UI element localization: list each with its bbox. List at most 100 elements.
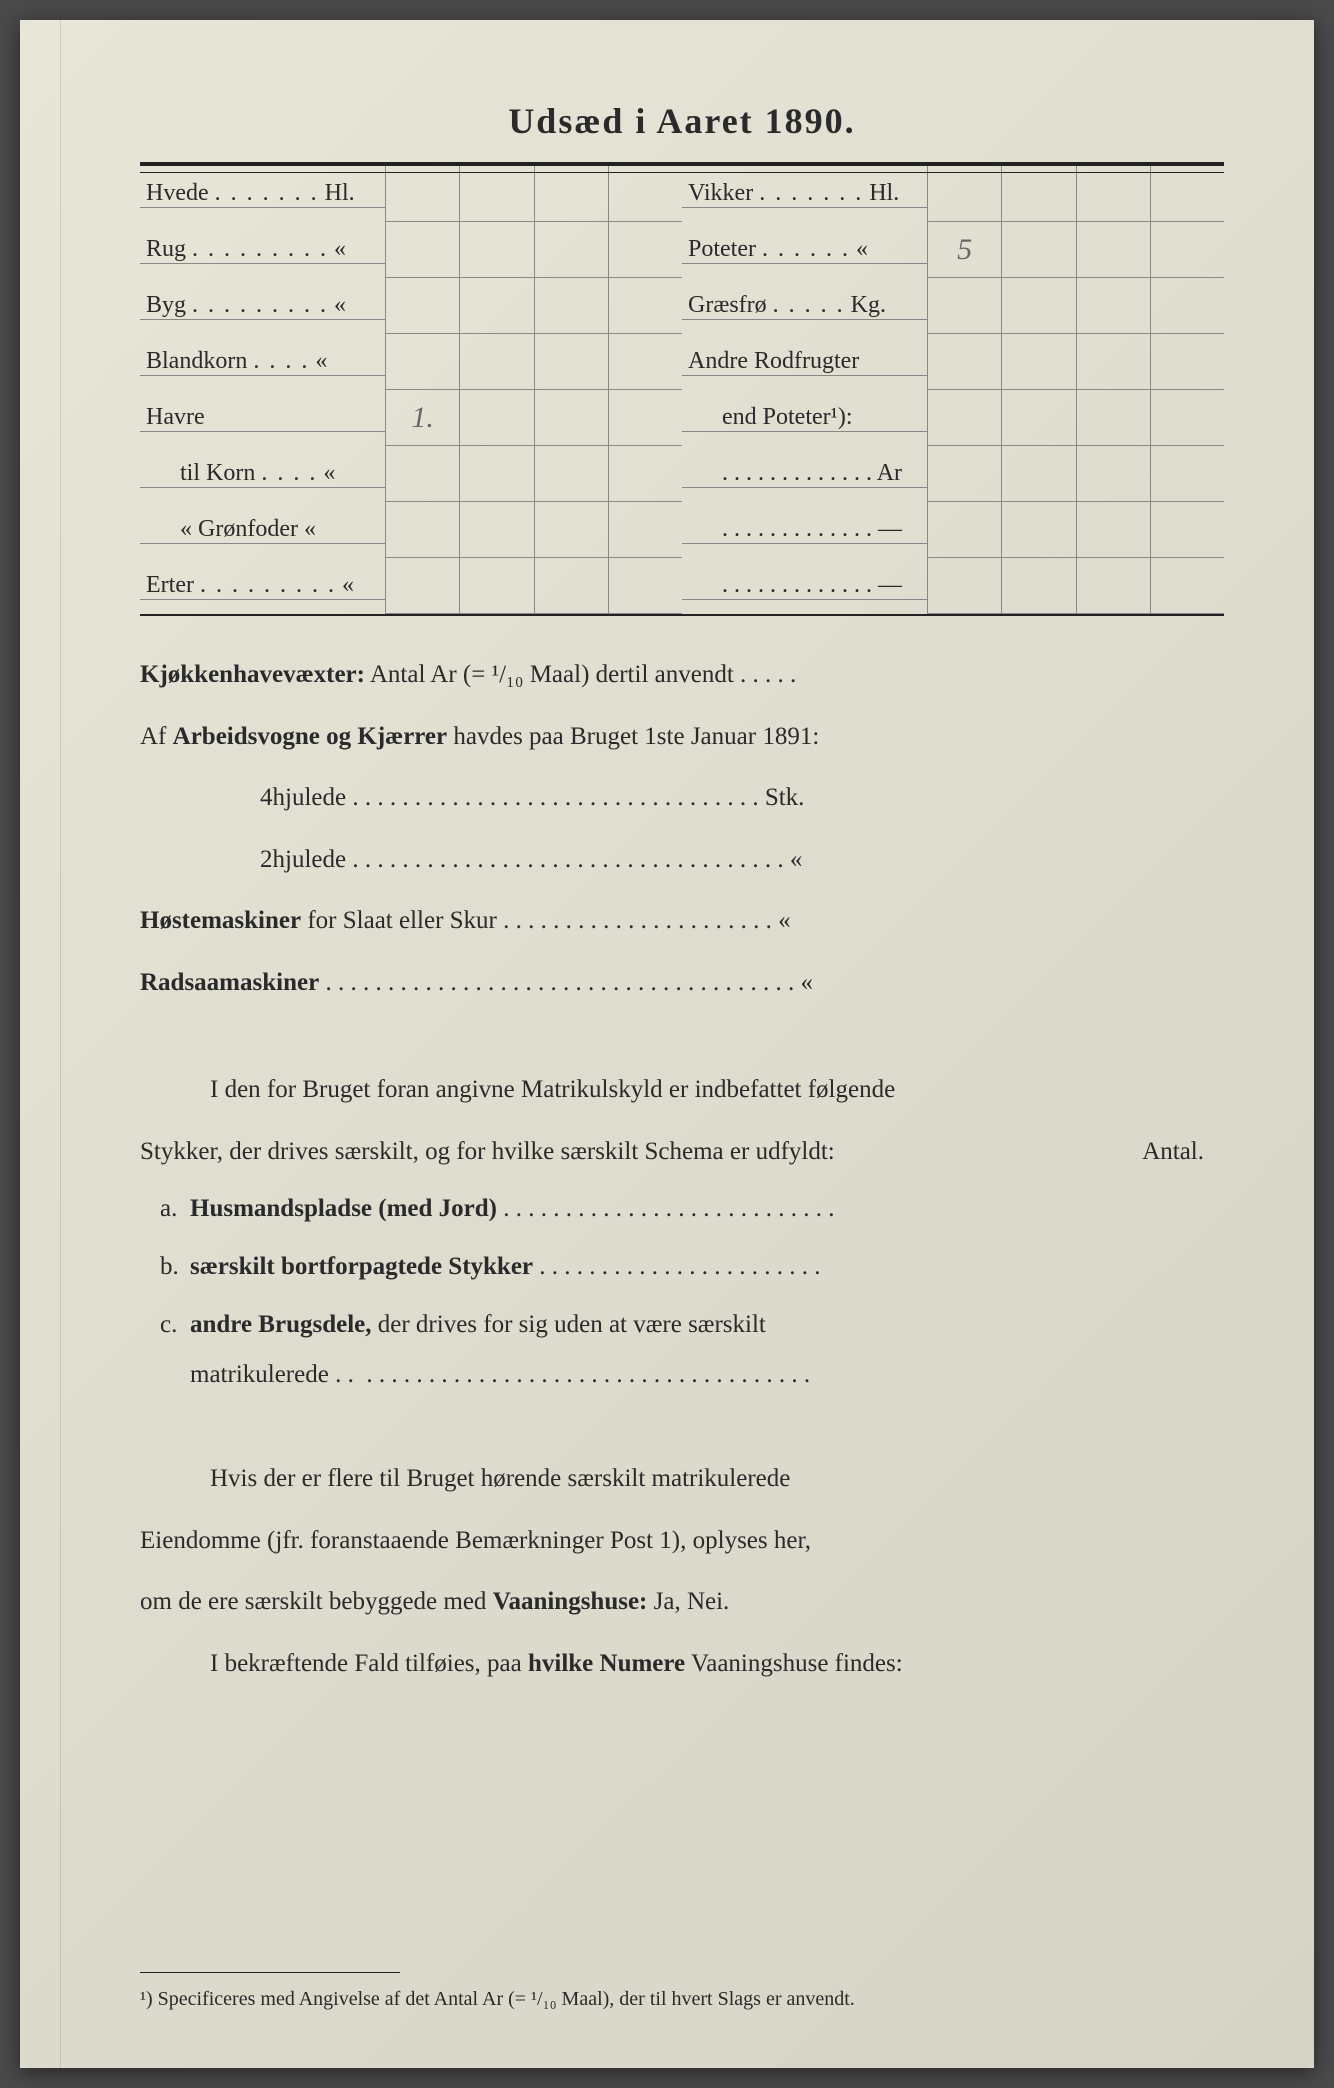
crop-cells: [927, 502, 1224, 558]
table-cell: [534, 558, 608, 614]
crop-cells: [385, 278, 682, 334]
crop-row: « Grønfoder «: [140, 502, 682, 558]
footnote-rule: [140, 1972, 400, 1973]
table-cell: [534, 446, 608, 502]
table-cell: [385, 502, 459, 558]
table-cell: [1076, 334, 1150, 390]
table-cell: [534, 390, 608, 446]
crop-label: Erter . . . . . . . . . «: [140, 572, 385, 600]
s3-line4: I bekræftende Fald tilføies, paa hvilke …: [140, 1635, 1224, 1693]
table-cell: [1150, 502, 1224, 558]
vaaningshuse-section: Hvis der er flere til Bruget hørende sær…: [140, 1450, 1224, 1692]
list-b-text: særskilt bortforpagtede Stykker . . . . …: [190, 1242, 1224, 1292]
table-cell: [927, 166, 1001, 222]
hjul2-line: 2hjulede . . . . . . . . . . . . . . . .…: [140, 831, 1224, 889]
list-c-marker: c.: [140, 1300, 190, 1400]
crop-label: . . . . . . . . . . . . . Ar: [682, 460, 927, 488]
table-cell: [1076, 222, 1150, 278]
crop-row: end Poteter¹):: [682, 390, 1224, 446]
table-cell: [1001, 166, 1075, 222]
crop-cells: [385, 334, 682, 390]
crop-cells: [385, 166, 682, 222]
crop-label: Poteter . . . . . . «: [682, 236, 927, 264]
crop-label: . . . . . . . . . . . . . —: [682, 572, 927, 600]
crop-row: Vikker . . . . . . . Hl.: [682, 166, 1224, 222]
table-cell: [459, 390, 533, 446]
crop-label: end Poteter¹):: [682, 404, 927, 432]
table-cell: [927, 502, 1001, 558]
crop-row: Rug . . . . . . . . . «: [140, 222, 682, 278]
table-cell: [1001, 502, 1075, 558]
crop-cells: [385, 502, 682, 558]
page-title: Udsæd i Aaret 1890.: [140, 100, 1224, 142]
table-cell: [927, 390, 1001, 446]
s3-line2: Eiendomme (jfr. foranstaaende Bemærkning…: [140, 1512, 1224, 1570]
table-cell: [385, 222, 459, 278]
table-cell: 1.: [385, 390, 459, 446]
table-cell: [459, 166, 533, 222]
table-cell: [459, 278, 533, 334]
crop-cells: [927, 558, 1224, 614]
crop-label: . . . . . . . . . . . . . —: [682, 516, 927, 544]
table-cell: [608, 166, 682, 222]
s3-line3: om de ere særskilt bebyggede med Vaaning…: [140, 1573, 1224, 1631]
crop-row: Græsfrø . . . . . Kg.: [682, 278, 1224, 334]
table-cell: [385, 558, 459, 614]
table-cell: [1076, 166, 1150, 222]
crop-row: Havre 1.: [140, 390, 682, 446]
crops-left-column: Hvede . . . . . . . Hl. Rug . . . . . . .…: [140, 166, 682, 614]
crop-cells: [927, 390, 1224, 446]
s2-intro1: I den for Bruget foran angivne Matrikuls…: [140, 1061, 1224, 1119]
crops-table: Hvede . . . . . . . Hl. Rug . . . . . . .…: [140, 162, 1224, 616]
table-cell: [1076, 278, 1150, 334]
crop-label: Hvede . . . . . . . Hl.: [140, 180, 385, 208]
table-cell: [927, 334, 1001, 390]
footnote: ¹) Specificeres med Angivelse af det Ant…: [140, 1983, 1224, 2015]
table-cell: [1076, 390, 1150, 446]
kjokken-label: Kjøkkenhavevæxter:: [140, 661, 365, 688]
table-cell: [534, 334, 608, 390]
crop-cells: [927, 278, 1224, 334]
crop-cells: 1.: [385, 390, 682, 446]
crop-cells: [927, 166, 1224, 222]
hoste-line: Høstemaskiner for Slaat eller Skur . . .…: [140, 892, 1224, 950]
crop-row: Andre Rodfrugter: [682, 334, 1224, 390]
table-cell: [927, 278, 1001, 334]
hjul4-line: 4hjulede . . . . . . . . . . . . . . . .…: [140, 769, 1224, 827]
s3-line1: Hvis der er flere til Bruget hørende sær…: [140, 1450, 1224, 1508]
table-cell: [1150, 166, 1224, 222]
crop-label: Rug . . . . . . . . . «: [140, 236, 385, 264]
crop-label: « Grønfoder «: [140, 516, 385, 544]
table-cell: [1001, 222, 1075, 278]
crop-label: Byg . . . . . . . . . «: [140, 292, 385, 320]
table-cell: [534, 166, 608, 222]
crop-row: . . . . . . . . . . . . . Ar: [682, 446, 1224, 502]
table-cell: [459, 558, 533, 614]
kjokken-text: Antal Ar (= ¹/₁₀ Maal) dertil anvendt . …: [370, 661, 796, 688]
crop-cells: [927, 334, 1224, 390]
crop-row: Poteter . . . . . . «5: [682, 222, 1224, 278]
table-cell: [1150, 278, 1224, 334]
crops-right-column: Vikker . . . . . . . Hl.Poteter . . . . …: [682, 166, 1224, 614]
crop-label: Græsfrø . . . . . Kg.: [682, 292, 927, 320]
crop-row: . . . . . . . . . . . . . —: [682, 502, 1224, 558]
crop-cells: [385, 446, 682, 502]
table-cell: [1001, 334, 1075, 390]
crop-row: Erter . . . . . . . . . «: [140, 558, 682, 614]
crop-cells: [927, 446, 1224, 502]
table-cell: [385, 334, 459, 390]
table-cell: [1076, 558, 1150, 614]
crop-label: Havre: [140, 404, 385, 432]
table-cell: [385, 278, 459, 334]
crop-label: Andre Rodfrugter: [682, 348, 927, 376]
crop-cells: 5: [927, 222, 1224, 278]
table-cell: [459, 334, 533, 390]
table-cell: [608, 278, 682, 334]
list-b-marker: b.: [140, 1242, 190, 1292]
matrikul-section: I den for Bruget foran angivne Matrikuls…: [140, 1061, 1224, 1400]
table-cell: [1150, 558, 1224, 614]
radsaa-line: Radsaamaskiner . . . . . . . . . . . . .…: [140, 954, 1224, 1012]
crop-row: til Korn . . . . «: [140, 446, 682, 502]
table-cell: [459, 446, 533, 502]
crop-label: til Korn . . . . «: [140, 460, 385, 488]
